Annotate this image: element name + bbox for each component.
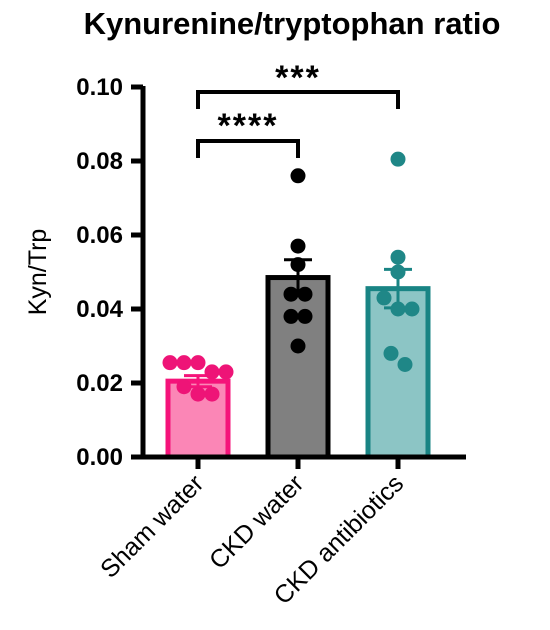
y-axis-title: Kyn/Trp xyxy=(24,229,52,316)
data-point-3 xyxy=(390,151,406,167)
significance-bracket-2 xyxy=(196,90,400,109)
data-point-3 xyxy=(390,249,406,265)
data-point-1 xyxy=(176,355,192,371)
data-point-3 xyxy=(383,345,399,361)
data-point-1 xyxy=(190,355,206,371)
data-point-2 xyxy=(290,168,306,184)
bar-2 xyxy=(265,275,331,460)
data-point-1 xyxy=(176,379,192,395)
significance-label-1: **** xyxy=(218,107,279,145)
data-point-2 xyxy=(297,286,313,302)
chart-title: Kynurenine/tryptophan ratio xyxy=(84,6,501,41)
y-tick-label-5: 0.10 xyxy=(76,74,123,101)
data-point-3 xyxy=(404,301,420,317)
y-tick-label-1: 0.02 xyxy=(76,370,123,397)
data-point-3 xyxy=(390,301,406,317)
data-point-1 xyxy=(190,386,206,402)
data-point-3 xyxy=(376,290,392,306)
data-point-2 xyxy=(290,238,306,254)
data-point-1 xyxy=(218,364,234,380)
data-point-1 xyxy=(204,386,220,402)
data-point-3 xyxy=(390,264,406,280)
x-tick-label-0: Sham water xyxy=(95,469,209,583)
data-point-1 xyxy=(162,355,178,371)
y-tick-label-4: 0.08 xyxy=(76,148,123,175)
significance-label-2: *** xyxy=(275,59,321,97)
data-point-3 xyxy=(397,357,413,372)
y-tick-label-2: 0.04 xyxy=(76,296,123,323)
significance-bracket-1 xyxy=(196,139,300,158)
data-point-2 xyxy=(290,257,306,273)
y-tick-label-3: 0.06 xyxy=(76,222,123,249)
data-point-2 xyxy=(297,308,313,324)
data-point-2 xyxy=(290,338,306,354)
data-point-2 xyxy=(283,308,299,324)
x-tick-label-1: CKD water xyxy=(204,469,309,574)
data-point-2 xyxy=(283,286,299,302)
y-tick-label-0: 0.00 xyxy=(76,444,123,471)
data-point-1 xyxy=(204,364,220,380)
